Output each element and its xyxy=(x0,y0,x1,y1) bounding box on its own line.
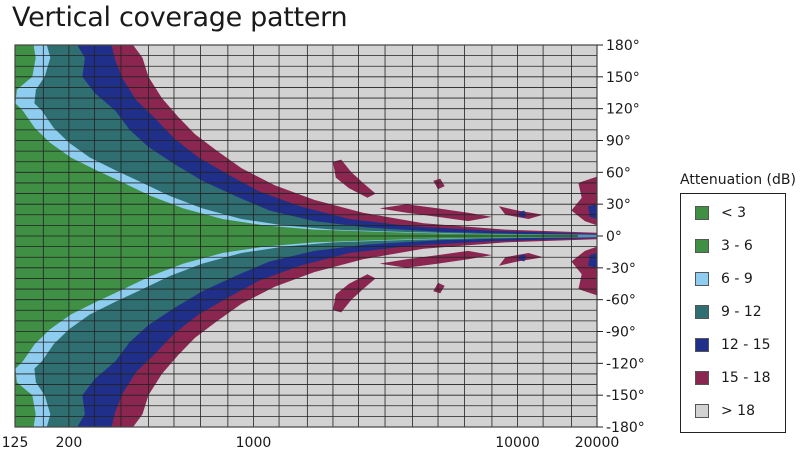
legend-swatch xyxy=(695,239,709,253)
legend: < 3 3 - 6 6 - 9 9 - 12 12 - 15 15 - 18 > 18 xyxy=(680,193,786,433)
legend-label: > 18 xyxy=(721,403,755,419)
island-upper xyxy=(379,204,492,222)
legend-swatch xyxy=(695,371,709,385)
x-tick-label: 20000 xyxy=(575,435,620,451)
y-tick-label: 90° xyxy=(606,134,631,150)
island-lower xyxy=(588,253,597,268)
island-lower xyxy=(518,210,527,217)
y-tick-label: -60° xyxy=(606,293,636,309)
y-tick-label: -30° xyxy=(606,261,636,277)
y-tick-label: -180° xyxy=(606,420,645,436)
island-upper xyxy=(433,178,445,190)
y-tick-label: 60° xyxy=(606,165,631,181)
legend-swatch xyxy=(695,404,709,418)
x-axis: 125 200 1000 10000 20000 xyxy=(2,435,620,451)
legend-label: < 3 xyxy=(721,205,747,221)
legend-item: 9 - 12 xyxy=(681,299,762,325)
legend-label: 15 - 18 xyxy=(721,370,771,386)
legend-item: 15 - 18 xyxy=(681,365,771,391)
legend-title: Attenuation (dB) xyxy=(680,172,796,188)
legend-item: 3 - 6 xyxy=(681,233,753,259)
island-lower xyxy=(433,282,445,294)
y-tick-label: 0° xyxy=(606,229,622,245)
island-upper xyxy=(332,159,376,198)
legend-label: 3 - 6 xyxy=(721,238,753,254)
legend-item: < 3 xyxy=(681,200,746,226)
legend-item: > 18 xyxy=(681,398,755,424)
x-tick-label: 1000 xyxy=(236,435,272,451)
island-upper xyxy=(518,255,527,262)
island-upper xyxy=(588,204,597,219)
legend-label: 12 - 15 xyxy=(721,337,771,353)
legend-swatch xyxy=(695,272,709,286)
y-axis: 180° 150° 120° 90° 60° 30° 0° -30° -60° -90° -120°… xyxy=(597,38,645,436)
x-tick-label: 125 xyxy=(2,435,29,451)
x-tick-label: 10000 xyxy=(495,435,540,451)
legend-label: 6 - 9 xyxy=(721,271,753,287)
legend-swatch xyxy=(695,206,709,220)
island-lower xyxy=(332,274,376,313)
legend-item: 12 - 15 xyxy=(681,332,771,358)
legend-item: 6 - 9 xyxy=(681,266,753,292)
legend-swatch xyxy=(695,338,709,352)
y-tick-label: 180° xyxy=(606,38,640,54)
island-lower xyxy=(379,250,492,268)
y-tick-label: 150° xyxy=(606,70,640,86)
y-tick-label: -150° xyxy=(606,388,645,404)
y-tick-label: 120° xyxy=(606,102,640,118)
chart-title: Vertical coverage pattern xyxy=(12,2,348,33)
y-tick-label: -90° xyxy=(606,325,636,341)
y-tick-label: -120° xyxy=(606,356,645,372)
x-tick-label: 200 xyxy=(56,435,83,451)
y-tick-label: 30° xyxy=(606,197,631,213)
legend-swatch xyxy=(695,305,709,319)
legend-label: 9 - 12 xyxy=(721,304,762,320)
